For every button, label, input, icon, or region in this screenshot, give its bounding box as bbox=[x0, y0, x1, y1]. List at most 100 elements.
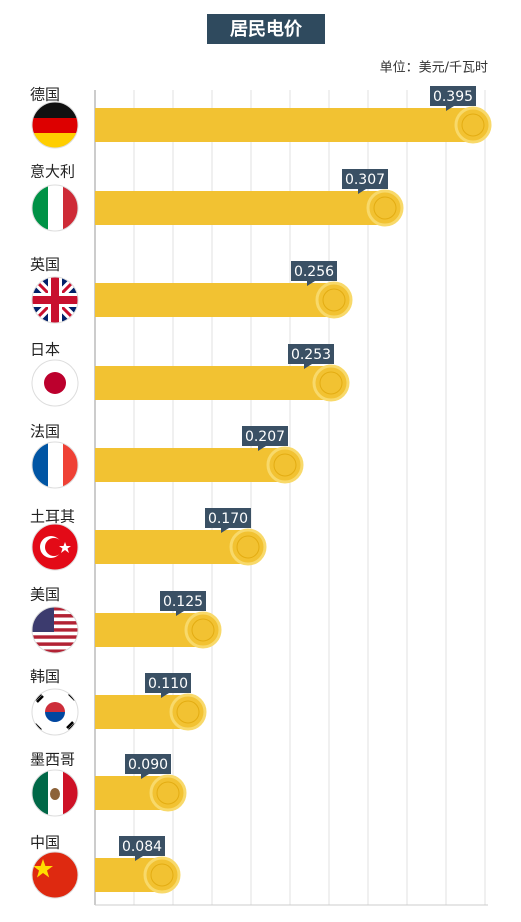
coin bbox=[366, 189, 404, 227]
flag-part bbox=[32, 102, 78, 118]
value-label: 0.084 bbox=[122, 839, 162, 855]
flag-border bbox=[31, 184, 79, 232]
flag-part bbox=[63, 442, 78, 488]
flag-part bbox=[33, 859, 53, 878]
title-box bbox=[207, 14, 325, 44]
flag-part bbox=[32, 649, 78, 653]
flag-clip bbox=[32, 277, 78, 323]
chart-title: 居民电价 bbox=[230, 18, 303, 40]
value-label-pointer bbox=[161, 693, 169, 698]
coin bbox=[143, 856, 181, 894]
bar bbox=[95, 366, 331, 400]
category-label: 英国 bbox=[30, 256, 60, 274]
flag bbox=[31, 359, 79, 407]
flag-part bbox=[32, 185, 48, 231]
category-label: 韩国 bbox=[30, 668, 60, 686]
flag-part bbox=[32, 770, 48, 816]
value-label-pointer bbox=[221, 528, 229, 533]
coin-inner bbox=[156, 781, 180, 805]
unit-label: 单位：美元/千瓦时 bbox=[380, 61, 488, 76]
value-label-box bbox=[205, 508, 251, 528]
value-label: 0.207 bbox=[245, 429, 285, 445]
coin bbox=[229, 528, 267, 566]
flag bbox=[31, 688, 79, 736]
flag-part bbox=[32, 133, 78, 148]
bar bbox=[95, 191, 385, 225]
flag-clip bbox=[32, 524, 78, 570]
bar bbox=[95, 108, 473, 142]
flag-part bbox=[32, 635, 78, 639]
value-label-box bbox=[160, 591, 206, 611]
coin-inner bbox=[236, 535, 260, 559]
flag-clip bbox=[32, 185, 78, 231]
coin bbox=[266, 446, 304, 484]
coin bbox=[184, 611, 222, 649]
flag-clip bbox=[32, 852, 78, 898]
coin-inner bbox=[176, 700, 200, 724]
flag bbox=[31, 606, 79, 654]
value-label-box bbox=[430, 86, 476, 106]
coin-inner bbox=[319, 371, 343, 395]
value-label-pointer bbox=[141, 774, 149, 779]
flag-border bbox=[31, 606, 79, 654]
flag bbox=[31, 184, 79, 232]
value-label-pointer bbox=[135, 856, 143, 861]
value-label: 0.253 bbox=[291, 347, 331, 363]
flag-part bbox=[32, 617, 78, 622]
flag-part bbox=[50, 788, 60, 800]
value-label-pointer bbox=[358, 189, 366, 194]
flag-border bbox=[31, 688, 79, 736]
flag-part bbox=[32, 118, 78, 133]
value-label: 0.256 bbox=[294, 264, 334, 280]
flag-part bbox=[44, 372, 66, 394]
grid bbox=[133, 90, 486, 905]
coin-inner bbox=[191, 618, 215, 642]
coin bbox=[312, 364, 350, 402]
coin bbox=[169, 693, 207, 731]
flag-part bbox=[59, 542, 71, 553]
value-label: 0.110 bbox=[148, 676, 188, 692]
bar bbox=[95, 283, 334, 317]
value-label: 0.090 bbox=[128, 757, 168, 773]
coin-inner bbox=[273, 453, 297, 477]
value-label: 0.125 bbox=[163, 594, 203, 610]
flag-part bbox=[48, 442, 63, 488]
value-label-pointer bbox=[304, 364, 312, 369]
flag-part bbox=[32, 277, 78, 323]
flag-part bbox=[32, 624, 78, 629]
value-label: 0.170 bbox=[208, 511, 248, 527]
flag-border bbox=[31, 359, 79, 407]
value-label-box bbox=[125, 754, 171, 774]
flag-part bbox=[32, 638, 78, 643]
flag-border bbox=[31, 523, 79, 571]
flag-part bbox=[32, 631, 78, 636]
value-label-pointer bbox=[258, 446, 266, 451]
value-label-box bbox=[288, 344, 334, 364]
flag-part bbox=[32, 442, 48, 488]
category-label: 法国 bbox=[30, 423, 60, 441]
flag-part bbox=[32, 642, 78, 646]
category-label: 墨西哥 bbox=[30, 751, 75, 769]
category-label: 土耳其 bbox=[30, 508, 75, 526]
flag-part bbox=[45, 712, 65, 722]
coin-inner bbox=[461, 113, 485, 137]
flag-part bbox=[63, 185, 78, 231]
value-label-box bbox=[145, 673, 191, 693]
flag bbox=[31, 276, 79, 324]
flag-part bbox=[32, 645, 78, 650]
bar bbox=[95, 448, 285, 482]
value-label-box bbox=[291, 261, 337, 281]
flag-clip bbox=[32, 442, 78, 488]
flag-part bbox=[32, 621, 78, 625]
flag-border bbox=[31, 769, 79, 817]
value-label-pointer bbox=[307, 281, 315, 286]
flag-border bbox=[31, 101, 79, 149]
coin bbox=[315, 281, 353, 319]
flag bbox=[31, 851, 79, 899]
value-label-pointer bbox=[446, 106, 454, 111]
value-label-box bbox=[242, 426, 288, 446]
flag bbox=[31, 101, 79, 149]
coin-inner bbox=[322, 288, 346, 312]
flag-border bbox=[31, 276, 79, 324]
category-label: 意大利 bbox=[30, 163, 75, 181]
